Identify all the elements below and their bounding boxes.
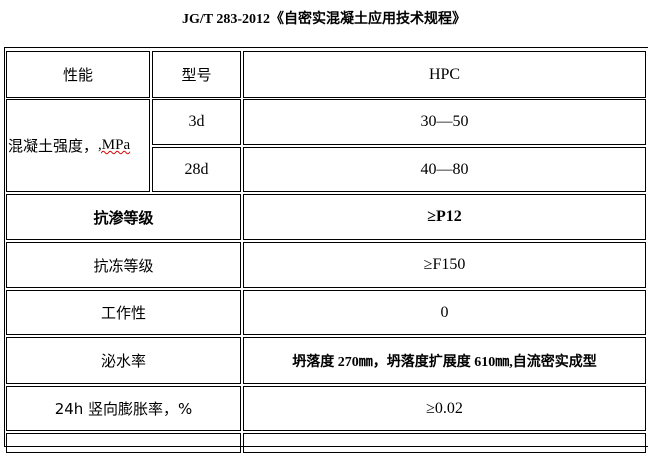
row-value-expansion: ≥0.02 [243,386,646,431]
strength-label: 混凝土强度， [8,137,99,155]
row-value-impermeability: ≥P12 [243,194,646,240]
row-value-next [243,433,646,453]
strength-28d-value: 40—80 [243,147,646,192]
header-value: HPC [243,51,646,98]
row-value-workability: 0 [243,290,646,335]
row-label-next [6,433,241,453]
strength-label-cell: 混凝土强度， ,MPa [6,99,150,192]
row-label-impermeability: 抗渗等级 [6,194,241,240]
row-label-expansion: 24h 竖向膨胀率，% [6,386,241,431]
age-28d: 28d [152,147,241,192]
strength-3d-value: 30—50 [243,99,646,145]
header-model: 型号 [152,51,241,98]
age-3d: 3d [152,99,241,145]
row-label-workability: 工作性 [6,290,241,335]
row-label-frost: 抗冻等级 [6,242,241,288]
row-value-bleeding: 坍落度 270㎜，坍落度扩展度 610㎜,自流密实成型 [243,337,646,384]
row-value-frost: ≥F150 [243,242,646,288]
row-label-bleeding: 泌水率 [6,337,241,384]
document-title: JG/T 283-2012《自密实混凝土应用技术规程》 [181,12,467,27]
strength-unit: ,MPa [98,137,131,153]
header-property: 性能 [6,51,150,98]
